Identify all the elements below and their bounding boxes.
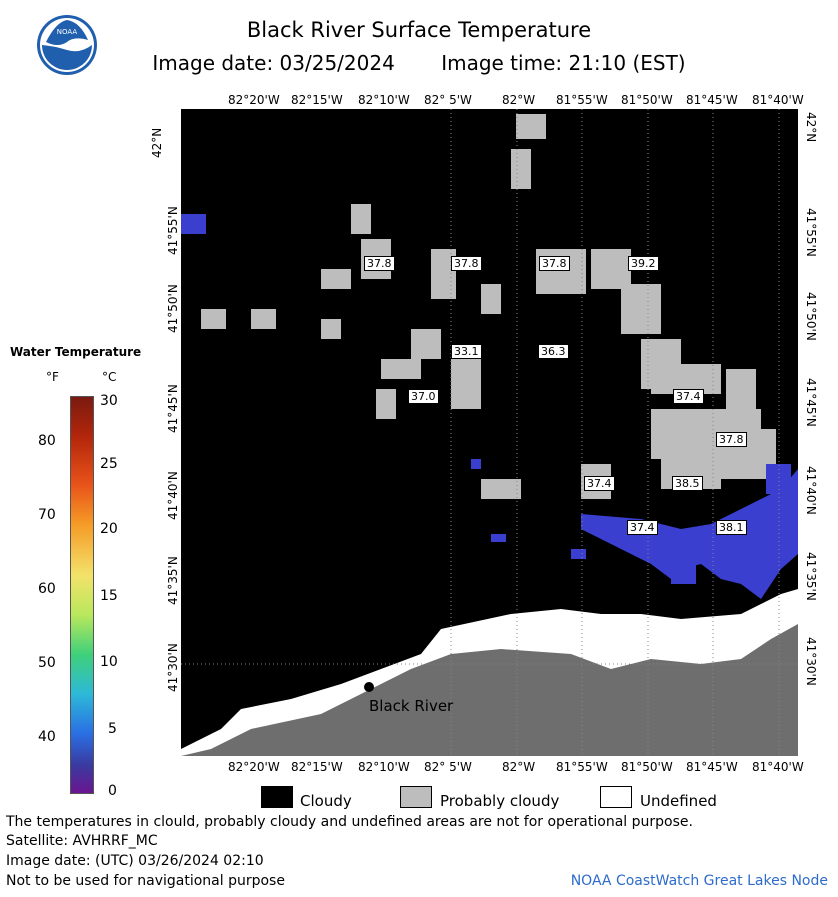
lon-label: 81°50'W xyxy=(621,760,673,774)
image-date: Image date: 03/25/2024 xyxy=(152,51,395,75)
temp-label: 37.8 xyxy=(539,256,570,271)
lat-label: 41°45'N xyxy=(804,378,818,427)
undefined-swatch xyxy=(600,786,632,808)
probably-cloudy-swatch xyxy=(400,786,432,808)
lat-label: 41°50'N xyxy=(804,292,818,341)
lon-label: 82°20'W xyxy=(228,760,280,774)
temp-label: 37.4 xyxy=(584,476,615,491)
temp-label: 39.2 xyxy=(628,256,659,271)
lon-label: 82° 5'W xyxy=(424,93,472,107)
page-title: Black River Surface Temperature xyxy=(246,18,592,42)
logo-text: NOAA xyxy=(57,28,78,36)
lon-label: 81°45'W xyxy=(686,93,738,107)
lon-label: 82° 5'W xyxy=(424,760,472,774)
lat-label: 41°40'N xyxy=(804,466,818,515)
temp-label: 37.0 xyxy=(408,389,439,404)
cloudy-swatch xyxy=(261,786,293,808)
lat-label: 41°35'N xyxy=(166,556,180,605)
footer-nav: Not to be used for navigational purpose xyxy=(6,873,285,889)
lon-label: 82°15'W xyxy=(291,93,343,107)
lon-label: 81°55'W xyxy=(556,93,608,107)
place-label: Black River xyxy=(369,697,454,715)
temp-label: 38.5 xyxy=(672,476,703,491)
land-area xyxy=(181,624,798,756)
noaa-logo: NOAA xyxy=(37,15,97,75)
lon-label: 81°40'W xyxy=(752,760,804,774)
temp-label: 36.3 xyxy=(538,344,569,359)
map-grid xyxy=(181,109,798,756)
unit-c: °C xyxy=(102,370,117,384)
lat-label: 42°N xyxy=(150,127,164,158)
subtitle: Image date: 03/25/2024 Image time: 21:10… xyxy=(0,51,838,75)
temperature-colorbar xyxy=(70,396,94,794)
lon-label: 82°15'W xyxy=(291,760,343,774)
lat-label: 41°55'N xyxy=(166,206,180,255)
lat-label: 41°50'N xyxy=(166,284,180,333)
temp-label: 37.4 xyxy=(673,389,704,404)
probably-cloudy-label: Probably cloudy xyxy=(440,792,560,810)
temp-label: 37.4 xyxy=(627,520,658,535)
map-svg xyxy=(181,109,798,756)
lon-label: 81°40'W xyxy=(752,93,804,107)
tick-f: 40 xyxy=(38,729,56,745)
lon-label: 82°10'W xyxy=(358,760,410,774)
lat-label: 41°30'N xyxy=(166,643,180,692)
undefined-label: Undefined xyxy=(640,792,717,810)
lat-label: 41°45'N xyxy=(166,384,180,433)
legend-title: Water Temperature xyxy=(10,345,142,359)
lon-label: 81°45'W xyxy=(686,760,738,774)
tick-f: 60 xyxy=(38,581,56,597)
lat-label: 41°30'N xyxy=(804,637,818,686)
probably-cloudy-patches xyxy=(201,114,776,499)
lon-label: 82°10'W xyxy=(358,93,410,107)
cloudy-label: Cloudy xyxy=(300,792,352,810)
footer-satellite: Satellite: AVHRRF_MC xyxy=(6,833,158,849)
footer-utc-date: Image date: (UTC) 03/26/2024 02:10 xyxy=(6,853,264,869)
tick-c: 15 xyxy=(100,588,118,604)
lon-label: 81°55'W xyxy=(556,760,608,774)
footer-credit: NOAA CoastWatch Great Lakes Node xyxy=(570,873,828,889)
footer-note: The temperatures in clould, probably clo… xyxy=(6,814,693,830)
tick-c: 10 xyxy=(100,654,118,670)
lat-label: 42°N xyxy=(804,112,818,143)
lat-label: 41°35'N xyxy=(804,552,818,601)
tick-c: 30 xyxy=(100,393,118,409)
temp-label: 38.1 xyxy=(716,520,747,535)
tick-c: 5 xyxy=(108,721,117,737)
lat-label: 41°40'N xyxy=(166,471,180,520)
lon-label: 81°50'W xyxy=(621,93,673,107)
tick-c: 25 xyxy=(100,456,118,472)
lon-label: 82°W xyxy=(502,760,536,774)
tick-c: 20 xyxy=(100,521,118,537)
temp-label: 33.1 xyxy=(451,344,482,359)
tick-f: 70 xyxy=(38,507,56,523)
tick-c: 0 xyxy=(108,783,117,799)
temp-label: 37.8 xyxy=(716,432,747,447)
tick-f: 80 xyxy=(38,433,56,449)
lon-label: 82°W xyxy=(502,93,536,107)
image-time: Image time: 21:10 (EST) xyxy=(441,51,686,75)
tick-f: 50 xyxy=(38,655,56,671)
lat-label: 41°55'N xyxy=(804,208,818,257)
black-river-marker xyxy=(364,682,374,692)
temp-label: 37.8 xyxy=(451,256,482,271)
unit-f: °F xyxy=(46,370,59,384)
map-area: Black River 37.8 37.8 37.8 39.2 33.1 36.… xyxy=(181,109,798,756)
lon-label: 82°20'W xyxy=(228,93,280,107)
temp-label: 37.8 xyxy=(364,256,395,271)
